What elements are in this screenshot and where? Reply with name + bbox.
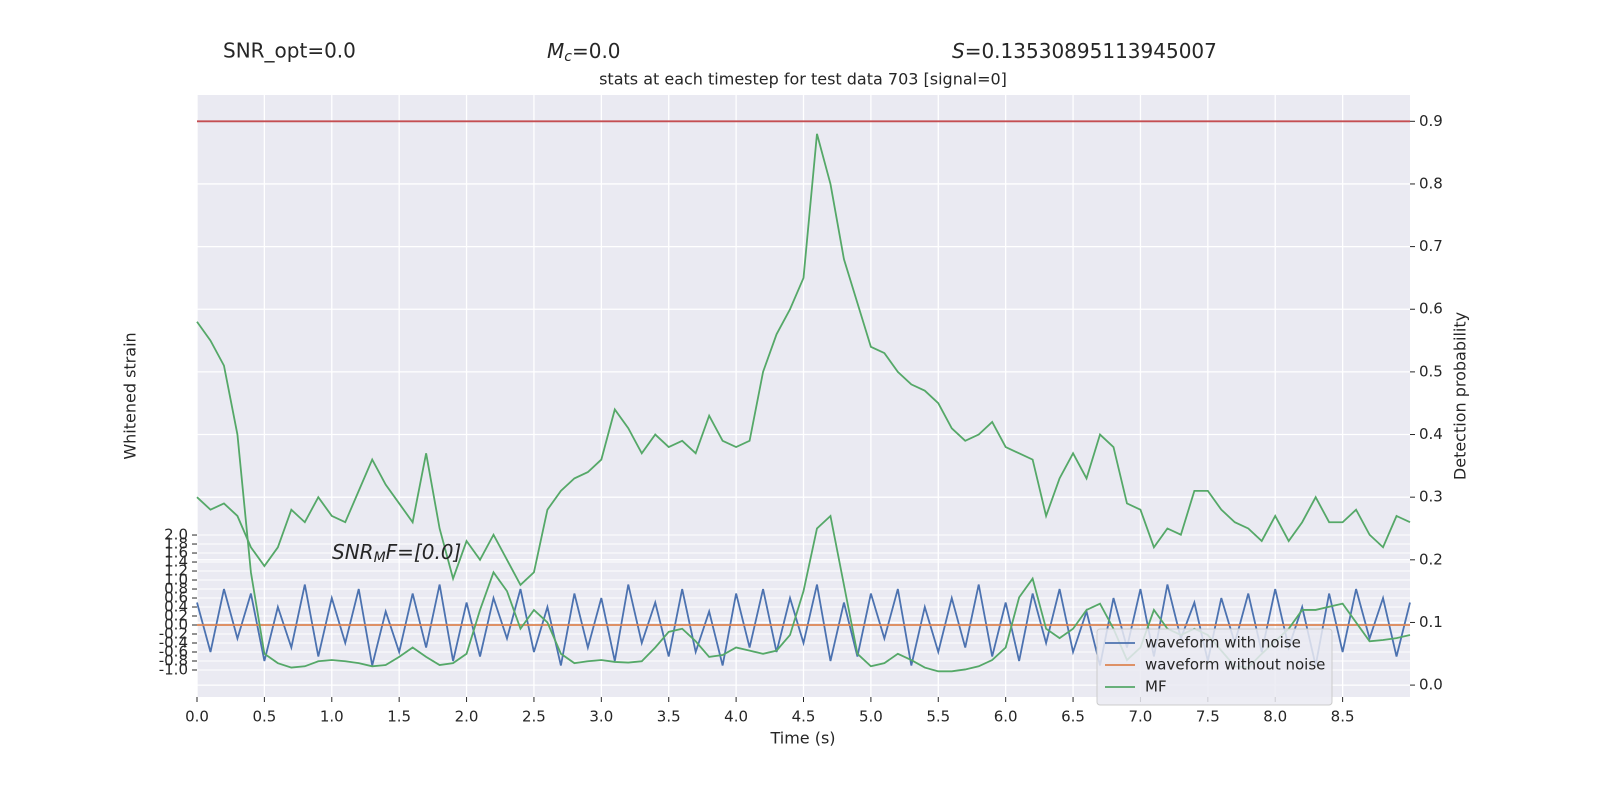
x-tick-label: 1.5 [387,708,411,726]
x-tick-label: 0.5 [252,708,276,726]
legend-label: MF [1145,678,1167,696]
value: =0.13530895113945007 [965,39,1217,63]
x-tick-label: 4.5 [792,708,816,726]
y-tick-label: 0.4 [164,598,188,616]
x-tick-label: 0.0 [185,708,209,726]
y-tick-label: 0.2 [164,607,188,625]
symbol: SNR [332,540,374,564]
x-tick-label: 1.0 [320,708,344,726]
y-tick-label: 1.0 [164,571,188,589]
y2-tick-label: 0.5 [1419,362,1443,380]
y2-tick-label: 0.4 [1419,425,1443,443]
y-tick-label: -0.6 [159,643,188,661]
y-tick-label: 0.0 [164,616,188,634]
subscript: c [564,49,572,65]
y-tick-label: -0.8 [159,652,188,670]
y2-tick-label: 0.8 [1419,174,1443,192]
value: =0.0 [572,39,621,63]
y-tick-label: -0.4 [159,634,188,652]
symbol: M [547,39,564,63]
y2-tick-label: 0.7 [1419,237,1443,255]
x-tick-label: 7.0 [1129,708,1153,726]
x-tick-label: 8.0 [1263,708,1287,726]
x-tick-label: 2.0 [455,708,479,726]
x-tick-label: 5.5 [926,708,950,726]
y-tick-label: 1.8 [164,535,188,553]
legend-label: waveform without noise [1145,656,1325,674]
x-tick-label: 6.0 [994,708,1018,726]
header-mc: Mc=0.0 [547,39,621,66]
subscript: M [374,550,386,566]
y-tick-label: 1.6 [164,544,188,562]
y2-tick-label: 0.9 [1419,112,1443,130]
x-tick-label: 6.5 [1061,708,1085,726]
legend-label: waveform with noise [1145,634,1301,652]
y2-tick-label: 0.6 [1419,300,1443,318]
legend-box [1096,628,1333,706]
symbol: S [952,39,965,63]
x-tick-label: 3.0 [589,708,613,726]
y2-tick-label: 0.2 [1419,550,1443,568]
x-tick-label: 7.5 [1196,708,1220,726]
axes: 0.0 0.5 1.0 1.5 2.0 2.5 3.0 3.5 4.0 4.5 5.0 5.5 6.0 6… [159,112,1443,726]
y2-tick-label: 0.0 [1419,676,1443,694]
x-tick-label: 4.0 [724,708,748,726]
line-series [196,133,1411,587]
y2-axis-label: Detection probability [1451,312,1470,480]
header-snr-opt: SNR_opt=0.0 [223,39,356,63]
y-tick-label: 1.4 [164,553,188,571]
x-tick-label: 3.5 [657,708,681,726]
x-tick-label: 2.5 [522,708,546,726]
y2-tick-label: 0.3 [1419,488,1443,506]
y2-tick-label: 0.1 [1419,613,1443,631]
y-tick-label: -0.2 [159,625,188,643]
chart-title: stats at each timestep for test data 703… [599,70,1007,89]
y-tick-label: 2.0 [164,526,188,544]
y-tick-label: -1.0 [159,661,188,679]
y-tick-label: 0.8 [164,580,188,598]
annotation: SNRMF=[0.0] [332,540,461,567]
y-tick-label: 1.2 [164,562,188,580]
x-axis-label: Time (s) [769,729,835,748]
x-tick-label: 8.5 [1331,708,1355,726]
x-tick-label: 5.0 [859,708,883,726]
value: F=[0.0] [386,540,462,564]
y-axis-label: Whitened strain [121,332,140,459]
y-tick-label: 0.6 [164,589,188,607]
legend: waveform with noise waveform without nois… [1096,628,1333,706]
header-s: S=0.13530895113945007 [952,39,1217,63]
